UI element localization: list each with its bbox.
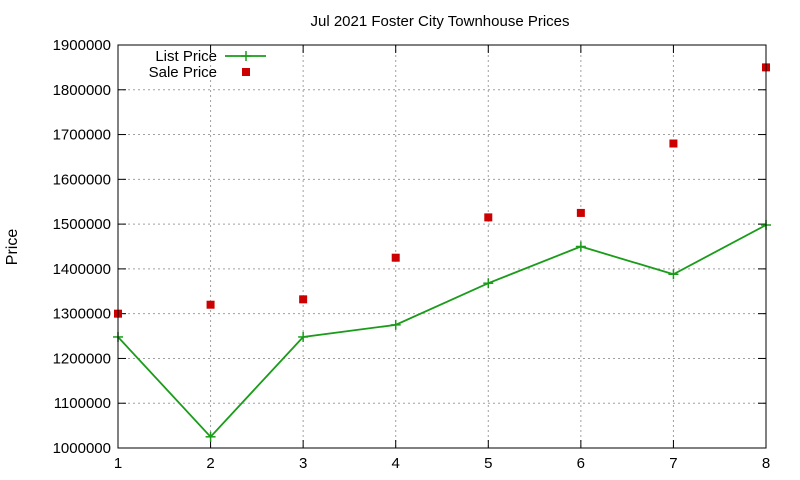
list-price-point [575,241,586,252]
list-price-point [668,269,679,280]
x-tick-label: 3 [299,455,307,472]
list-price-point [390,319,401,330]
x-tick-label: 7 [669,455,677,472]
y-tick-label: 1200000 [53,350,111,367]
sale-price-point [576,208,585,217]
y-tick-label: 1400000 [53,261,111,278]
x-tick-label: 5 [484,455,492,472]
y-tick-label: 1700000 [53,127,111,144]
y-tick-label: 1900000 [53,37,111,54]
chart-title: Jul 2021 Foster City Townhouse Prices [310,13,569,30]
sale-price-point [391,253,400,262]
sale-price-point [299,295,308,304]
list-price-point [483,278,494,289]
x-tick-label: 1 [114,455,122,472]
legend-label: Sale Price [149,64,217,81]
x-tick-label: 2 [206,455,214,472]
y-tick-label: 1000000 [53,440,111,457]
x-tick-label: 8 [762,455,770,472]
y-axis-label: Price [4,229,21,266]
legend-plus-marker [241,51,251,61]
y-tick-label: 1300000 [53,306,111,323]
legend-square-marker [242,68,250,76]
y-tick-label: 1500000 [53,216,111,233]
list-price-point [205,431,216,442]
y-tick-label: 1100000 [54,395,111,412]
x-tick-label: 4 [392,455,400,472]
sale-price-point [669,139,678,148]
list-price-line [117,224,767,439]
legend-label: List Price [155,48,217,65]
y-tick-label: 1600000 [53,171,111,188]
plot-frame [117,44,767,449]
sale-price-point [484,213,493,222]
x-tick-label: 6 [577,455,585,472]
list-price-point [298,331,309,342]
y-tick-label: 1800000 [53,82,111,99]
sale-price-point [206,300,215,309]
tick-layer: 1000000 1100000 1200000 1300000 1400000 15000… [53,37,771,472]
